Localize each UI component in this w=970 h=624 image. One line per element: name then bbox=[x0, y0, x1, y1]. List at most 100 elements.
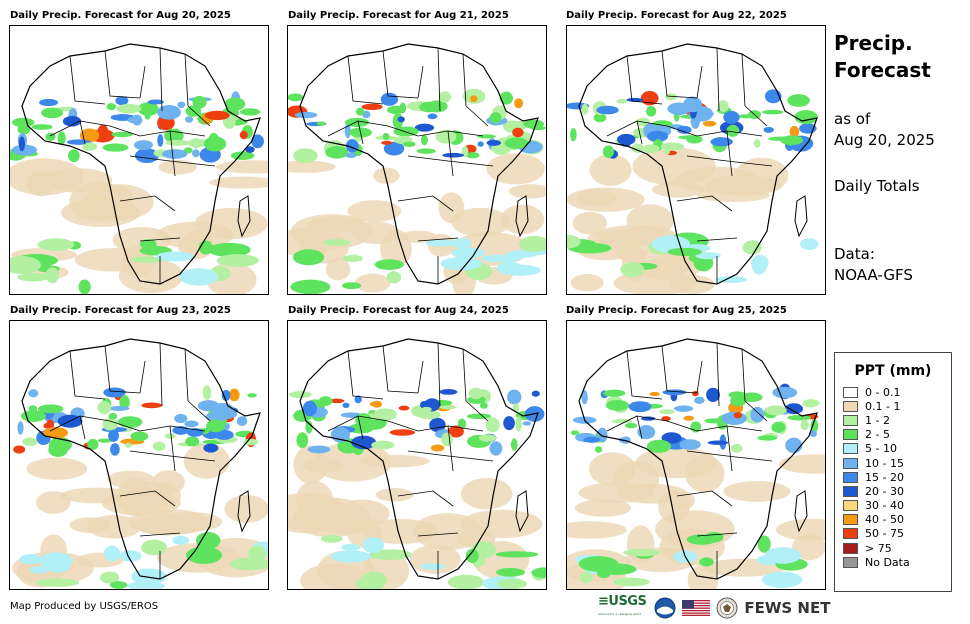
rain-patch bbox=[451, 247, 486, 259]
rain-patch bbox=[117, 416, 143, 428]
rain-patch bbox=[224, 97, 246, 111]
rain-patch bbox=[100, 571, 120, 584]
rain-patch bbox=[214, 429, 234, 440]
dry-area-patch bbox=[325, 257, 351, 281]
rain-patch bbox=[165, 139, 191, 146]
rain-patch bbox=[305, 420, 313, 434]
panel-title: Daily Precip. Forecast for Aug 22, 2025 bbox=[566, 10, 787, 21]
dry-area-patch bbox=[572, 211, 608, 235]
country-border bbox=[387, 125, 484, 137]
rain-patch bbox=[361, 571, 388, 588]
country-border bbox=[465, 400, 489, 422]
legend-item: 15 - 20 bbox=[835, 470, 951, 484]
rain-patch bbox=[489, 112, 502, 124]
dry-area-patch bbox=[84, 194, 128, 222]
rain-patch bbox=[184, 420, 199, 428]
rain-patch bbox=[292, 249, 325, 266]
rain-patch bbox=[692, 390, 699, 397]
rain-patch bbox=[28, 389, 39, 398]
rain-patch bbox=[152, 441, 166, 451]
country-border bbox=[169, 130, 176, 177]
rain-patch bbox=[673, 405, 694, 412]
rain-patch bbox=[594, 446, 603, 453]
madagascar-outline bbox=[794, 490, 808, 533]
rain-patch bbox=[414, 123, 435, 132]
country-border bbox=[744, 400, 768, 422]
rain-patch bbox=[465, 152, 480, 159]
rain-patch bbox=[515, 416, 523, 432]
rain-patch bbox=[510, 120, 528, 131]
rain-patch bbox=[330, 550, 371, 563]
rain-patch bbox=[465, 548, 479, 563]
legend-swatch bbox=[843, 457, 858, 469]
rain-patch bbox=[660, 142, 685, 151]
rain-patch bbox=[646, 439, 672, 453]
rain-patch bbox=[665, 93, 677, 101]
rain-patch bbox=[518, 236, 546, 252]
rain-patch bbox=[41, 107, 64, 119]
rain-patch bbox=[79, 128, 100, 143]
rain-patch bbox=[581, 103, 589, 115]
rain-patch bbox=[110, 443, 120, 456]
country-border bbox=[744, 105, 768, 127]
legend-label: No Data bbox=[865, 555, 910, 569]
rain-patch bbox=[341, 543, 361, 551]
rain-patch bbox=[156, 251, 195, 262]
rain-patch bbox=[354, 395, 362, 404]
rain-patch bbox=[68, 149, 80, 163]
country-border bbox=[187, 105, 211, 127]
rain-patch bbox=[780, 135, 804, 146]
rain-patch bbox=[730, 443, 743, 453]
rain-patch bbox=[103, 545, 121, 562]
rain-patch bbox=[661, 416, 671, 422]
country-border bbox=[79, 415, 86, 440]
rain-patch bbox=[330, 426, 350, 443]
legend-swatch bbox=[843, 514, 858, 526]
dry-area-patch bbox=[362, 518, 439, 544]
rain-patch bbox=[130, 431, 149, 441]
rain-patch bbox=[578, 556, 619, 572]
rain-patch bbox=[757, 535, 771, 553]
rain-patch bbox=[97, 401, 112, 415]
rain-patch bbox=[192, 95, 207, 109]
legend-item: No Data bbox=[835, 555, 951, 569]
country-border bbox=[666, 125, 763, 137]
dry-area-patch bbox=[438, 192, 465, 224]
rain-patch bbox=[20, 410, 46, 422]
legend-swatch bbox=[843, 556, 858, 568]
rain-patch bbox=[761, 571, 803, 588]
rain-patch bbox=[593, 113, 607, 123]
rain-patch bbox=[495, 551, 539, 558]
rain-patch bbox=[245, 146, 255, 153]
forecast-map-panel bbox=[566, 25, 826, 295]
country-border bbox=[347, 350, 384, 400]
madagascar-outline bbox=[237, 490, 251, 533]
rain-patch bbox=[649, 391, 661, 397]
rain-patch bbox=[447, 574, 485, 589]
rain-patch bbox=[144, 110, 151, 120]
country-border bbox=[686, 155, 773, 167]
panel-title: Daily Precip. Forecast for Aug 25, 2025 bbox=[566, 305, 787, 316]
rain-patch bbox=[362, 537, 385, 554]
dry-area-patch bbox=[158, 159, 197, 175]
rain-patch bbox=[57, 131, 66, 145]
rain-patch bbox=[723, 110, 740, 124]
dry-area-patch bbox=[35, 491, 71, 514]
country-border bbox=[417, 65, 424, 99]
dry-area-patch bbox=[107, 470, 155, 489]
country-border bbox=[119, 195, 176, 212]
country-border bbox=[139, 65, 146, 99]
rain-patch bbox=[213, 409, 238, 420]
rain-patch bbox=[468, 387, 483, 400]
country-border bbox=[104, 50, 141, 99]
country-border bbox=[139, 237, 181, 242]
rain-patch bbox=[296, 432, 309, 449]
dry-area-patch bbox=[696, 188, 770, 203]
rain-patch bbox=[102, 143, 129, 152]
as-of-label: as of bbox=[834, 110, 871, 128]
dry-area-patch bbox=[354, 273, 391, 293]
rain-patch bbox=[369, 401, 382, 407]
rain-patch bbox=[18, 136, 26, 152]
rain-patch bbox=[583, 436, 601, 443]
rain-patch bbox=[119, 395, 130, 410]
